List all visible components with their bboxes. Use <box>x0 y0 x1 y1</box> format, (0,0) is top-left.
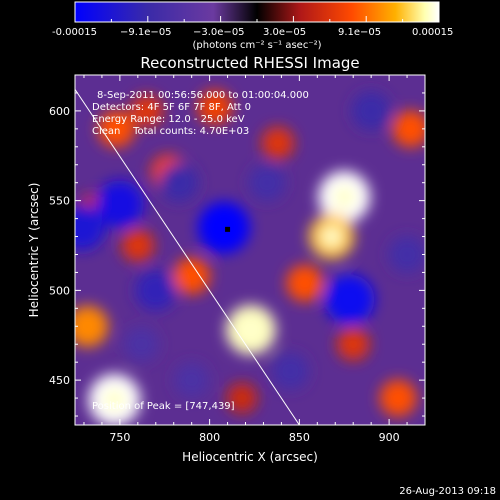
colorbar-tick-label: −3.0e−05 <box>193 27 245 38</box>
colorbar-tick-label: 3.0e−05 <box>263 27 306 38</box>
heatmap-feature-core <box>332 185 356 209</box>
axis-ticks: 750 800 850 900 450 500 550 600 <box>49 74 426 444</box>
heatmap-feature <box>197 201 250 254</box>
colorbar-tick-label: 0.00015 <box>412 27 453 38</box>
heatmap-feature <box>75 204 105 251</box>
x-tick-label: 900 <box>379 431 400 444</box>
heatmap-feature <box>135 269 177 312</box>
heatmap-feature-core <box>321 226 342 247</box>
y-tick-label: 450 <box>49 374 70 387</box>
heatmap-feature <box>226 382 258 414</box>
heatmap-feature <box>121 229 155 262</box>
heatmap-feature <box>286 264 324 302</box>
y-tick-label: 600 <box>49 105 70 118</box>
heatmap-feature <box>248 164 286 202</box>
heatmap-feature <box>261 126 295 160</box>
peak-position-label: Position of Peak = [747,439] <box>92 401 235 412</box>
annotation-energy-range: Energy Range: 12.0 - 25.0 keV <box>92 114 245 125</box>
y-tick-label: 550 <box>49 195 70 208</box>
plot-frame <box>74 74 426 426</box>
heatmap-feature <box>197 89 233 125</box>
heatmap-feature-core <box>239 318 263 342</box>
y-tick-label: 500 <box>49 284 70 297</box>
heatmap-feature <box>173 257 211 295</box>
colorbar-tick-label: -0.00015 <box>52 27 97 38</box>
x-tick-label: 850 <box>289 431 310 444</box>
heatmap-feature <box>379 379 417 417</box>
x-tick-label: 750 <box>109 431 130 444</box>
y-axis-label: Heliocentric Y (arcsec) <box>27 183 41 318</box>
x-axis-label: Heliocentric X (arcsec) <box>182 450 318 464</box>
x-tick-label: 800 <box>199 431 220 444</box>
heatmap-feature <box>96 180 144 229</box>
chart-title: Reconstructed RHESSI Image <box>140 54 359 72</box>
heatmap-feature <box>392 110 425 148</box>
colorbar-ticks <box>74 16 440 22</box>
annotation-clean-counts: Clean Total counts: 4.70E+03 <box>92 126 249 137</box>
heatmap-feature <box>324 274 375 325</box>
annotation-time-range: 8-Sep-2011 00:56:56.000 to 01:00:04.000 <box>97 90 309 101</box>
colorbar-tick-labels: -0.00015 −9.1e−05 −3.0e−05 3.0e−05 9.1e−… <box>52 27 453 38</box>
colorbar-tick-label: 9.1e−05 <box>338 27 381 38</box>
heatmap-feature <box>271 352 309 390</box>
colorbar-units: (photons cm⁻² s⁻¹ asec⁻²) <box>192 40 321 51</box>
colorbar-tick-label: −9.1e−05 <box>120 27 172 38</box>
heatmap <box>75 75 425 425</box>
heatmap-feature <box>351 91 391 131</box>
footer-timestamp: 26-Aug-2013 09:18 <box>399 486 496 497</box>
heatmap-feature <box>174 362 210 398</box>
annotation-detectors: Detectors: 4F 5F 6F 7F 8F, Att 0 <box>92 102 251 113</box>
heatmap-feature <box>123 326 159 362</box>
heatmap-feature <box>75 305 109 347</box>
heatmap-feature <box>159 163 199 203</box>
heatmap-feature <box>130 94 164 128</box>
solar-limb-line <box>75 89 300 425</box>
peak-marker <box>225 226 231 232</box>
heatmap-feature-core <box>102 388 127 412</box>
heatmap-feature <box>336 327 370 361</box>
heatmap-feature <box>388 235 425 274</box>
